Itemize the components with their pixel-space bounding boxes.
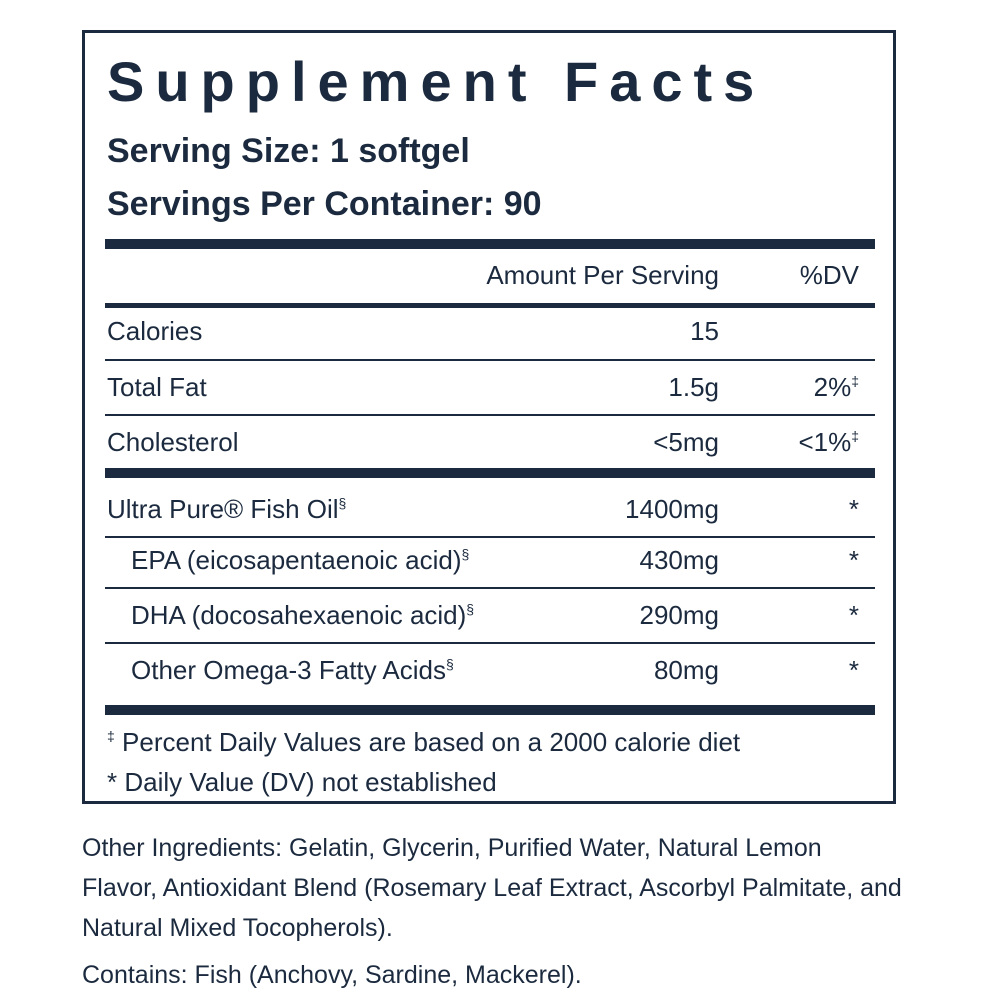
row-divider — [105, 359, 875, 361]
column-header-dv: %DV — [799, 260, 859, 290]
row-amount: 15 — [690, 316, 719, 346]
panel-title: Supplement Facts — [107, 50, 766, 113]
row-label: Ultra Pure® Fish Oil§ — [107, 494, 347, 524]
row-amount: 80mg — [653, 655, 719, 685]
row-dv: 2%‡ — [813, 372, 859, 402]
allergen-statement: Contains: Fish (Anchovy, Sardine, Macker… — [82, 961, 582, 989]
supplement-facts-panel: Supplement Facts Serving Size: 1 softgel… — [82, 30, 896, 804]
thick-divider — [105, 705, 875, 715]
column-header-amount: Amount Per Serving — [486, 260, 719, 290]
footnote-percent-dv: ‡ Percent Daily Values are based on a 20… — [107, 727, 741, 757]
row-label: EPA (eicosapentaenoic acid)§ — [131, 545, 470, 575]
row-dv: * — [848, 545, 859, 575]
row-label: Total Fat — [107, 372, 207, 402]
row-amount: <5mg — [653, 427, 719, 457]
thick-divider — [105, 239, 875, 249]
row-label: DHA (docosahexaenoic acid)§ — [131, 600, 475, 630]
row-dv: * — [848, 600, 859, 630]
row-label: Calories — [107, 316, 203, 346]
thick-divider — [105, 468, 875, 478]
footnote-dv-not-established: * Daily Value (DV) not established — [107, 767, 497, 797]
serving-size: Serving Size: 1 softgel — [107, 132, 470, 170]
row-divider — [105, 587, 875, 589]
row-amount: 290mg — [639, 600, 720, 630]
servings-per-container: Servings Per Container: 90 — [107, 185, 542, 223]
row-divider — [105, 642, 875, 644]
row-dv: * — [848, 494, 859, 524]
row-amount: 1400mg — [625, 494, 719, 524]
row-amount: 1.5g — [668, 372, 719, 402]
row-dv: * — [848, 655, 859, 685]
row-label: Other Omega-3 Fatty Acids§ — [131, 655, 454, 685]
row-amount: 430mg — [639, 545, 720, 575]
row-divider — [105, 414, 875, 416]
other-ingredients: Other Ingredients: Gelatin, Glycerin, Pu… — [82, 834, 902, 942]
row-label: Cholesterol — [107, 427, 239, 457]
row-dv: <1%‡ — [798, 427, 859, 457]
row-divider — [105, 536, 875, 538]
medium-divider — [105, 303, 875, 308]
